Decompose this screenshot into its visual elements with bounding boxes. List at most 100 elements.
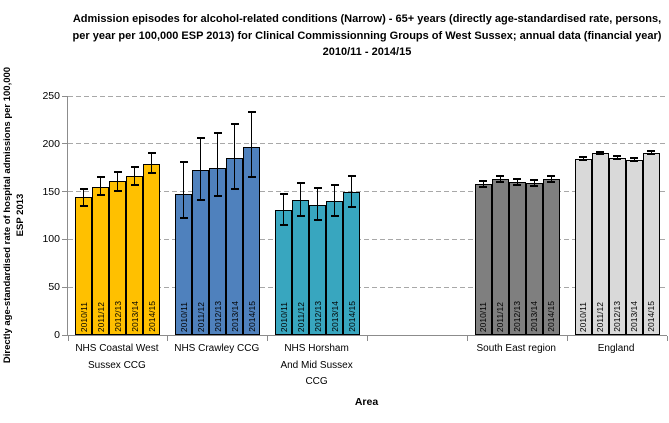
error-bar-cap: [579, 159, 588, 162]
bar: 2013/14: [625, 160, 643, 335]
bar-label-wrap: 2013/14: [227, 272, 242, 332]
gridline: [68, 238, 667, 240]
plot-area: 0 50 100 150 200 250 2010/11 2011/12 2012/13 2013…: [42, 90, 668, 341]
bar-year-label: 2011/12: [595, 301, 606, 332]
bar-label-wrap: 2011/12: [193, 272, 208, 332]
x-axis-tick: [367, 336, 368, 341]
error-bar-cap: [196, 137, 205, 140]
error-bar-cap: [296, 182, 305, 184]
x-group-label: NHS Horsham And Mid Sussex CCG: [257, 341, 377, 391]
bar-year-label: 2012/13: [512, 301, 523, 332]
x-group-label-line: England: [597, 343, 635, 354]
x-axis-group-labels: NHS Coastal West Sussex CCG NHS Crawley CC…: [67, 341, 666, 395]
y-tick-label: 150: [42, 185, 60, 198]
x-axis-tick: [67, 336, 69, 341]
bar-year-label: 2011/12: [195, 301, 206, 332]
error-bar-cap: [279, 192, 288, 195]
bar: 2012/13: [508, 182, 526, 335]
y-axis-title: Directly age-standardised rate of hospit…: [2, 66, 26, 364]
bar-year-label: 2014/15: [646, 301, 657, 332]
y-axis-tick: [62, 238, 67, 240]
y-tick-label: 100: [42, 233, 60, 246]
error-bar-cap: [530, 184, 539, 187]
bar-label-wrap: 2012/13: [310, 272, 325, 332]
error-bar-cap: [530, 179, 539, 182]
bar-year-label: 2011/12: [495, 301, 506, 332]
error-bar-cap: [96, 194, 105, 197]
error-bar-cap: [347, 205, 356, 208]
bar: 2012/13: [109, 181, 127, 335]
error-bar-line: [83, 188, 85, 206]
bar-year-label: 2014/15: [146, 301, 157, 332]
bar-year-label: 2010/11: [78, 301, 89, 332]
bar: 2014/15: [343, 191, 361, 335]
error-bar-cap: [330, 215, 339, 218]
error-bar-cap: [479, 185, 488, 188]
bar-label-wrap: 2010/11: [176, 272, 191, 332]
error-bar-line: [200, 138, 202, 201]
error-bar-line: [234, 123, 236, 189]
error-bar-cap: [479, 180, 488, 183]
bar-label-wrap: 2013/14: [527, 272, 542, 332]
bar-label-wrap: 2010/11: [576, 272, 591, 332]
x-group-label: NHS Coastal West Sussex CCG: [57, 341, 177, 374]
error-bar-line: [283, 193, 285, 226]
error-bar-cap: [96, 176, 105, 179]
error-bar-line: [183, 161, 185, 219]
x-group-label-line: NHS Crawley CCG: [174, 343, 260, 354]
bar-year-label: 2012/13: [312, 301, 323, 332]
error-bar-cap: [147, 172, 156, 175]
error-bar-line: [317, 187, 319, 221]
bar-label-wrap: 2012/13: [110, 272, 125, 332]
bar: 2013/14: [126, 176, 144, 335]
x-group-label-line: Sussex CCG: [88, 359, 146, 371]
error-bar-cap: [179, 160, 188, 163]
error-bar-cap: [213, 195, 222, 198]
error-bar-cap: [513, 178, 522, 181]
bar: 2010/11: [75, 197, 93, 335]
bar-label-wrap: 2010/11: [476, 272, 491, 332]
x-group-label: England: [556, 341, 669, 358]
error-bar-cap: [330, 183, 339, 186]
error-bar-cap: [613, 155, 622, 158]
error-bar-cap: [79, 187, 88, 190]
error-bar-cap: [230, 122, 239, 125]
error-bar-cap: [130, 183, 139, 186]
bar: 2011/12: [491, 179, 509, 335]
x-axis-tick: [566, 336, 568, 341]
error-bar-cap: [247, 111, 256, 114]
bar-label-wrap: 2011/12: [593, 272, 608, 332]
error-bar-cap: [347, 175, 356, 178]
error-bar-line: [351, 176, 353, 207]
error-bar-cap: [296, 214, 305, 217]
bar-year-label: 2013/14: [529, 301, 540, 332]
x-axis-tick: [666, 336, 668, 341]
bar-label-wrap: 2014/15: [644, 272, 659, 332]
gridline: [68, 191, 667, 193]
x-group-label: NHS Crawley CCG: [157, 341, 277, 358]
x-group-label-line: And Mid Sussex: [280, 359, 353, 371]
bar-label-wrap: 2011/12: [293, 272, 308, 332]
bar-label-wrap: 2012/13: [210, 272, 225, 332]
y-tick-label: 200: [42, 137, 60, 150]
error-bar-cap: [196, 199, 205, 202]
error-bar-cap: [647, 153, 656, 156]
bar: 2010/11: [474, 183, 492, 335]
error-bar-cap: [230, 187, 239, 190]
bar-year-label: 2014/15: [546, 301, 557, 332]
bar-year-label: 2010/11: [578, 301, 589, 332]
bar: 2011/12: [292, 200, 310, 335]
bar-label-wrap: 2013/14: [127, 272, 142, 332]
error-bar-cap: [547, 175, 556, 178]
error-bar-cap: [630, 157, 639, 160]
error-bar-line: [134, 166, 136, 185]
error-bar-line: [482, 181, 484, 187]
bar-label-wrap: 2012/13: [610, 272, 625, 332]
bar-year-label: 2010/11: [478, 301, 489, 332]
bar: 2014/15: [642, 153, 660, 335]
error-bar-cap: [130, 165, 139, 168]
error-bar-cap: [596, 153, 605, 156]
bar-label-wrap: 2013/14: [327, 272, 342, 332]
x-group-label-line: CCG: [305, 376, 328, 387]
